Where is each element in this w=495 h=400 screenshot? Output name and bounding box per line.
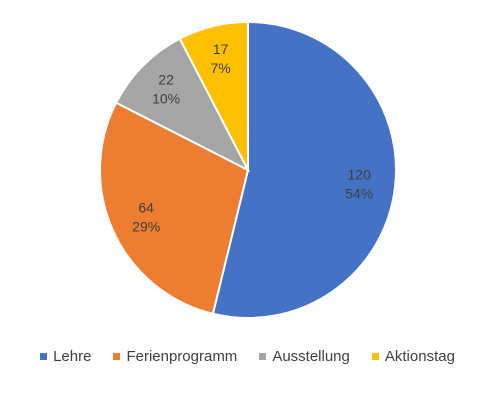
pie-slice-ferienprogramm bbox=[99, 101, 250, 315]
legend-swatch-aktionstag bbox=[371, 353, 379, 360]
data-label-value-aktionstag: 17 bbox=[213, 41, 229, 57]
legend-item-lehre: Lehre bbox=[40, 348, 91, 365]
legend-label-ausstellung: Ausstellung bbox=[272, 348, 350, 365]
data-label-percent-ausstellung: 10% bbox=[152, 91, 180, 107]
legend-label-lehre: Lehre bbox=[53, 348, 92, 365]
data-label-value-ausstellung: 22 bbox=[158, 72, 174, 88]
legend-swatch-ausstellung bbox=[259, 353, 267, 360]
legend-label-ferienprogramm: Ferienprogramm bbox=[126, 348, 238, 365]
legend-item-ferienprogramm: Ferienprogramm bbox=[113, 348, 237, 365]
pie-slice-aktionstag bbox=[178, 20, 249, 171]
pie-slice-lehre bbox=[211, 20, 397, 319]
data-label-percent-ferienprogramm: 29% bbox=[132, 219, 160, 235]
legend-swatch-ferienprogramm bbox=[113, 353, 121, 360]
legend-label-aktionstag: Aktionstag bbox=[384, 348, 455, 365]
data-label-value-lehre: 120 bbox=[348, 166, 372, 182]
legend: Lehre Ferienprogramm Ausstellung Aktions… bbox=[0, 348, 495, 365]
legend-swatch-lehre bbox=[40, 353, 48, 360]
pie-chart: 120 54% 64 29% 22 10% 17 7% bbox=[99, 20, 397, 319]
data-label-value-ferienprogramm: 64 bbox=[138, 200, 154, 216]
data-label-percent-lehre: 54% bbox=[345, 185, 373, 201]
legend-item-ausstellung: Ausstellung bbox=[259, 348, 350, 365]
legend-item-aktionstag: Aktionstag bbox=[371, 348, 455, 365]
pie-slice-ausstellung bbox=[114, 37, 251, 173]
data-label-percent-aktionstag: 7% bbox=[210, 60, 230, 76]
